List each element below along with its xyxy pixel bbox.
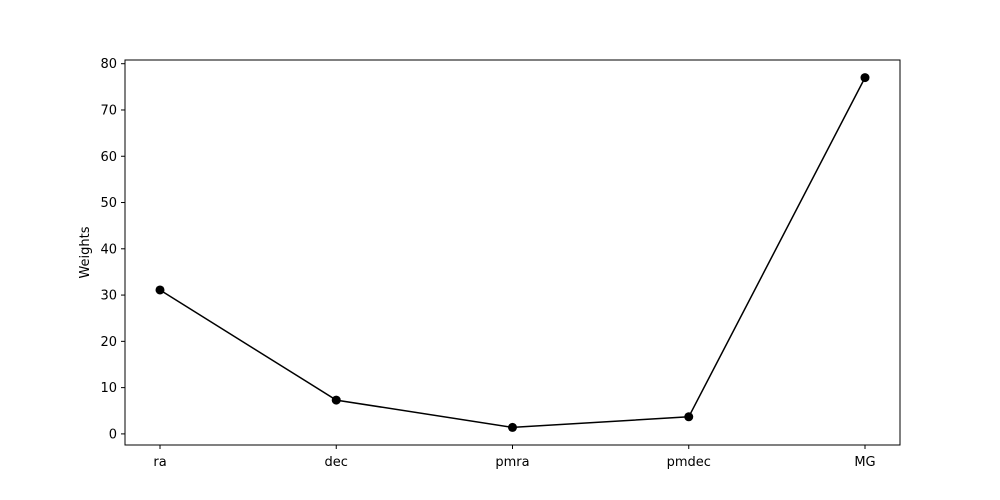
y-tick-label: 40 (100, 242, 117, 257)
data-point (155, 285, 165, 295)
x-tick-label: MG (854, 455, 875, 470)
y-axis-ticks: 0 10 20 30 40 50 60 70 80 (100, 57, 125, 442)
x-tick-label: pmra (495, 455, 529, 470)
series-markers (155, 73, 870, 432)
series-line (159, 77, 866, 429)
data-point (860, 73, 870, 83)
x-tick-label: pmdec (667, 455, 711, 470)
data-point (684, 412, 694, 422)
y-tick-label: 70 (100, 103, 117, 118)
y-tick-label: 50 (100, 196, 117, 211)
x-tick-label: ra (153, 455, 166, 470)
y-tick-label: 10 (100, 381, 117, 396)
x-tick-label: dec (325, 455, 348, 470)
y-tick-label: 20 (100, 335, 117, 350)
plot-frame (124, 59, 901, 446)
y-tick-label: 80 (100, 57, 117, 72)
y-axis-label: Weights (78, 226, 93, 278)
data-point (508, 422, 517, 432)
y-tick-label: 60 (100, 150, 117, 165)
x-axis-ticks: ra dec pmra pmdec MG (153, 445, 876, 470)
y-tick-label: 30 (100, 289, 117, 304)
data-point (331, 395, 341, 405)
y-tick-label: 0 (109, 427, 117, 442)
